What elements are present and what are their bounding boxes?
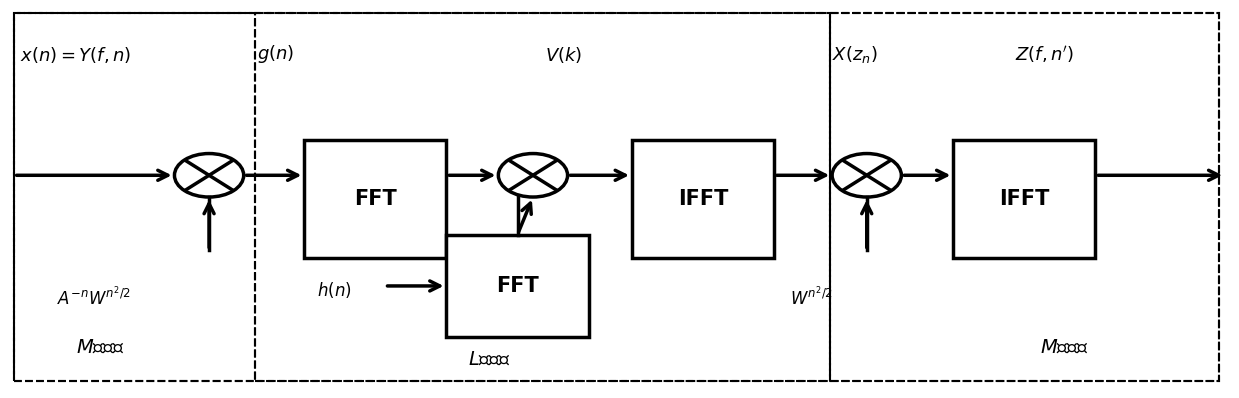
Text: $W^{n^2/2}$: $W^{n^2/2}$ [790,286,833,310]
Text: $Z(f,n')$: $Z(f,n')$ [1015,44,1074,64]
Text: $V(k)$: $V(k)$ [545,45,582,64]
Text: IFFT: IFFT [678,189,729,209]
Ellipse shape [498,154,567,197]
Text: $x(n) = Y(f,n)$: $x(n) = Y(f,n)$ [20,45,131,64]
Ellipse shape [833,154,901,197]
Text: $g(n)$: $g(n)$ [258,43,295,64]
Bar [255,13,830,381]
Bar [305,140,446,258]
Text: FFT: FFT [496,276,539,296]
Bar [953,140,1095,258]
Bar [830,13,1219,381]
Text: $M$点序列: $M$点序列 [76,338,124,357]
Text: IFFT: IFFT [999,189,1049,209]
Text: $M$点序列: $M$点序列 [1041,338,1089,357]
Bar [632,140,774,258]
Bar [446,234,589,338]
Text: FFT: FFT [354,189,396,209]
Bar [14,13,255,381]
Text: $L$点序列: $L$点序列 [468,350,510,369]
Ellipse shape [175,154,244,197]
Text: $X(z_n)$: $X(z_n)$ [833,44,877,64]
Text: $h(n)$: $h(n)$ [317,280,352,300]
Text: $A^{-n}W^{n^2/2}$: $A^{-n}W^{n^2/2}$ [57,286,131,310]
